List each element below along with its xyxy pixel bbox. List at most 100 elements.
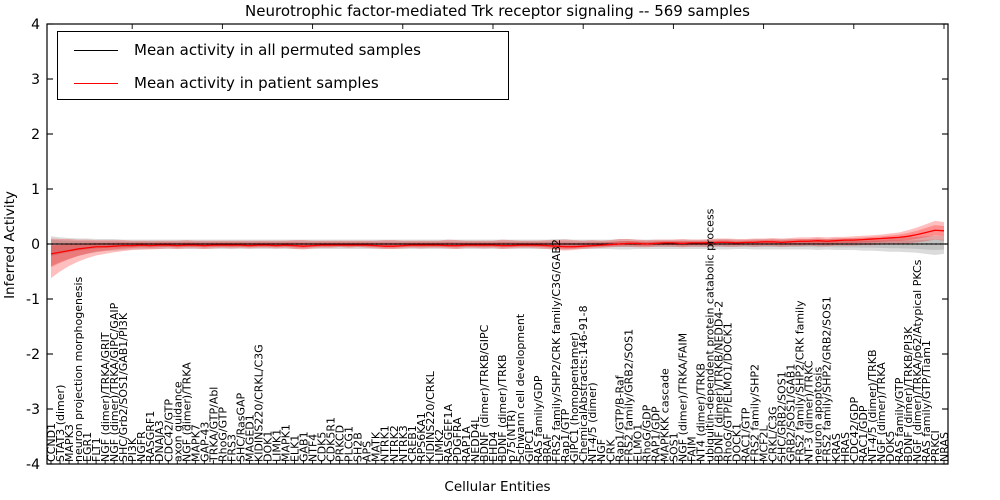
x-tick-label: EHD4 — [487, 431, 500, 462]
x-tick-label: BDNF (dimer)/TRKB/PI3K — [902, 326, 915, 462]
legend-label: Mean activity in patient samples — [134, 74, 379, 92]
x-tick-label: DOCK1 — [731, 423, 744, 462]
x-tick-label: RAP1A — [460, 426, 473, 462]
x-axis-label: Cellular Entities — [444, 479, 551, 495]
x-tick-label: BDNF (dimer)/TRKB — [496, 354, 509, 462]
x-tick-label: ubiquitin-dependent protein catabolic pr… — [703, 208, 716, 462]
x-tick-label: APS — [361, 441, 374, 462]
x-tick-label: NGFR — [135, 431, 148, 462]
x-tick-label: BDNF (dimer)/TRKB/NEDD4-2 — [712, 301, 725, 462]
x-tick-label: NGF — [595, 439, 608, 462]
y-tick-label: 3 — [31, 72, 40, 88]
x-tick-label: axon guidance — [171, 381, 184, 462]
x-tick-label: DOK5 — [884, 431, 897, 462]
y-tick-label: 2 — [31, 127, 40, 143]
x-tick-label: NTRK2 — [388, 425, 401, 462]
x-tick-label: NT-3 (dimer)/TRKC — [803, 360, 816, 462]
x-tick-label: SHC/GRB2/SOS1 — [776, 371, 789, 462]
x-tick-label: MCF2L — [758, 425, 771, 462]
x-tick-label: SHC/RasGAP — [234, 392, 247, 462]
y-tick-label: 0 — [31, 237, 40, 253]
legend-entry-permuted: Mean activity in all permuted samples — [58, 35, 508, 65]
x-tick-label: RPS6KA1 — [415, 412, 428, 462]
patient-line-swatch — [74, 82, 118, 84]
x-tick-label: RAC1/GTP — [740, 407, 753, 462]
x-tick-label: DNAJA3 — [153, 420, 166, 462]
x-tick-label: ChemicalAbstracts:146-91-8 — [577, 305, 590, 462]
y-tick-label: 1 — [31, 182, 40, 198]
x-tick-label: RASGRF1 — [144, 411, 157, 462]
x-tick-label: RAP1/GDP — [649, 406, 662, 462]
x-tick-label: RhoG/GDP — [640, 404, 653, 462]
x-tick-label: STAT3 (dimer) — [54, 385, 67, 462]
x-tick-label: Rap1/GTP — [559, 408, 572, 462]
y-tick-label: -2 — [26, 347, 40, 363]
x-tick-label: MAPK3 — [63, 424, 76, 462]
x-tick-label: PI3K — [126, 437, 139, 462]
x-tick-label: NTRK3 — [397, 425, 410, 462]
x-tick-label: FLT1 — [90, 437, 103, 462]
x-tick-label: GIPC1 (homopentamer) — [568, 332, 581, 462]
x-tick-label: SOS1 — [667, 432, 680, 462]
x-tick-label: MAPK1 — [280, 424, 293, 462]
x-tick-label: KRAS — [830, 433, 843, 462]
x-tick-label: BRAF — [541, 433, 554, 462]
patient-mean-line — [50, 229, 945, 255]
x-tick-label: NT4 (dimer)/TRKB — [694, 363, 707, 462]
x-tick-label: GAP-43 — [198, 422, 211, 462]
x-tick-label: NGF (dimer)/TRKA/FAIM — [676, 333, 689, 462]
x-tick-label: RAS family/GDP — [532, 375, 545, 462]
x-tick-label: LIMK2 — [433, 429, 446, 462]
x-tick-label: FRS2 family/SHP2/GRB2/SOS1 — [821, 296, 834, 462]
y-tick-label: -1 — [26, 292, 40, 308]
x-tick-label: FRS2 family/SHP2 — [749, 364, 762, 462]
x-tick-label: KIDINS220/CRKL/C3G — [252, 344, 265, 462]
x-tick-label: CRKL/C3G — [767, 406, 780, 462]
x-tick-label: CDC42/GDP — [848, 396, 861, 462]
x-tick-label: FRS2 family/SHP2/CRK family/C3G/GAB2 — [550, 239, 563, 462]
permuted-line-swatch — [74, 49, 118, 51]
x-tick-label: PRKCD — [334, 425, 347, 462]
x-tick-label: NGF (dimer)/TRKA/GRIT — [99, 332, 112, 462]
x-tick-label: NTRK1 — [379, 425, 392, 462]
x-tick-label: neuron projection morphogenesis — [72, 276, 85, 462]
x-tick-label: Schwann cell development — [514, 313, 527, 462]
x-tick-label: ELMO1 — [631, 424, 644, 462]
legend-label: Mean activity in all permuted samples — [134, 41, 421, 59]
x-tick-label: p75(NTR) — [505, 410, 518, 462]
x-tick-label: Rap1/GTP/B-Raf — [613, 374, 626, 462]
x-tick-label: NTF4 — [307, 434, 320, 462]
x-tick-label: RASGEF1A — [442, 403, 455, 462]
x-tick-label: FRS3 — [225, 434, 238, 462]
x-tick-label: GRB2/SOS1/GAB1 — [785, 364, 798, 462]
x-tick-label: BDNF (dimer)/TRKB/GIPC — [478, 324, 491, 462]
x-tick-label: CDK5 — [316, 432, 329, 462]
x-tick-label: NT-4/5 (dimer) — [586, 382, 599, 462]
y-tick-label: -3 — [26, 402, 40, 418]
x-tick-label: NRAS — [938, 432, 951, 462]
x-tick-label: TRKA/GTP/Abl — [207, 387, 220, 463]
x-tick-label: GIPC1 — [523, 429, 536, 462]
y-axis-label: Inferred Activity — [2, 191, 18, 299]
x-tick-label: NGF (dimer)/TRKA/GIPC/GAIP — [108, 302, 121, 462]
x-tick-label: CRK — [604, 439, 617, 462]
x-tick-label: KIDINS220/CRKL — [424, 370, 437, 462]
x-tick-label: NT-4/5 (dimer)/TRKB — [866, 349, 879, 462]
x-tick-label: ELK1 — [289, 435, 302, 462]
x-tick-label: PLCG1 — [343, 426, 356, 462]
x-tick-label: MAPK7 — [189, 424, 202, 462]
y-tick-label: -4 — [26, 457, 40, 473]
patient-samples-range — [51, 225, 944, 268]
x-tick-label: LIMK1 — [271, 429, 284, 462]
x-tick-label: FRS2 family/GRB2/SOS1 — [622, 329, 635, 462]
y-tick-label: 4 — [31, 17, 40, 33]
legend: Mean activity in all permuted samples Me… — [57, 31, 509, 100]
x-tick-label: SH2B — [352, 432, 365, 462]
x-tick-label: MAGED1 — [243, 414, 256, 462]
legend-entry-patient: Mean activity in patient samples — [58, 68, 508, 98]
x-tick-label: HRAS — [839, 432, 852, 462]
x-tick-label: PDGFRA — [451, 417, 464, 462]
x-tick-label: SHC/Grb2/SOS1/GAB1/PI3K — [117, 312, 130, 462]
